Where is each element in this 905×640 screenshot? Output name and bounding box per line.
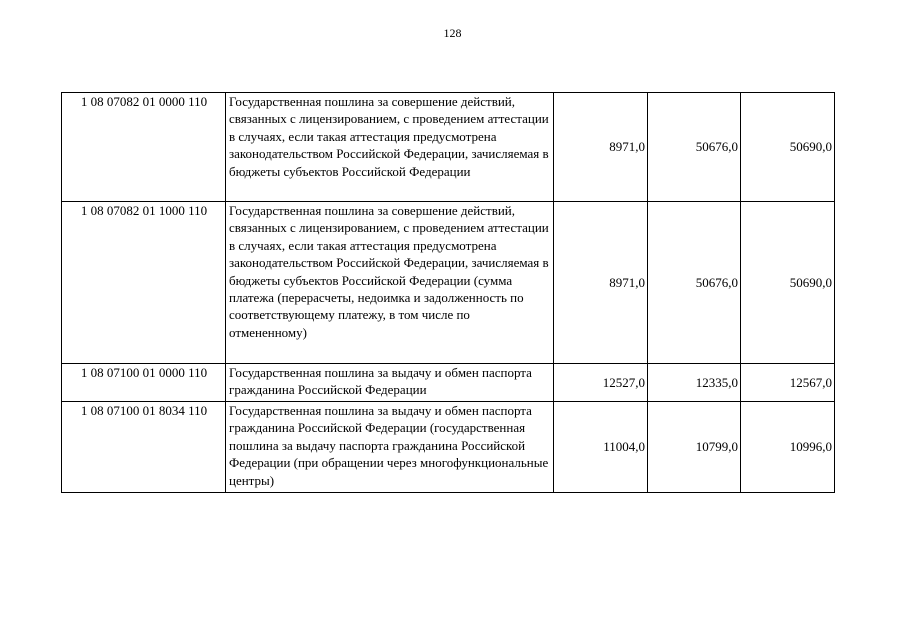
value-cell: 12335,0 bbox=[647, 363, 741, 402]
value-cell: 11004,0 bbox=[553, 401, 648, 493]
value-cell: 50690,0 bbox=[740, 92, 835, 202]
table-row: 1 08 07100 01 0000 110 Государственная п… bbox=[61, 363, 835, 402]
value-cell: 10996,0 bbox=[740, 401, 835, 493]
value-cell: 12567,0 bbox=[740, 363, 835, 402]
code-cell: 1 08 07082 01 1000 110 bbox=[61, 201, 226, 364]
description-cell: Государственная пошлина за совершение де… bbox=[225, 201, 554, 364]
description-cell: Государственная пошлина за выдачу и обме… bbox=[225, 401, 554, 493]
table-row: 1 08 07082 01 1000 110 Государственная п… bbox=[61, 201, 835, 364]
value-cell: 10799,0 bbox=[647, 401, 741, 493]
budget-table: 1 08 07082 01 0000 110 Государственная п… bbox=[61, 92, 835, 493]
value-cell: 50690,0 bbox=[740, 201, 835, 364]
table-row: 1 08 07100 01 8034 110 Государственная п… bbox=[61, 401, 835, 493]
value-cell: 8971,0 bbox=[553, 201, 648, 364]
code-cell: 1 08 07100 01 0000 110 bbox=[61, 363, 226, 402]
description-cell: Государственная пошлина за совершение де… bbox=[225, 92, 554, 202]
value-cell: 8971,0 bbox=[553, 92, 648, 202]
table-row: 1 08 07082 01 0000 110 Государственная п… bbox=[61, 92, 835, 202]
code-cell: 1 08 07082 01 0000 110 bbox=[61, 92, 226, 202]
page-number: 128 bbox=[443, 26, 462, 40]
description-cell: Государственная пошлина за выдачу и обме… bbox=[225, 363, 554, 402]
value-cell: 50676,0 bbox=[647, 201, 741, 364]
code-cell: 1 08 07100 01 8034 110 bbox=[61, 401, 226, 493]
value-cell: 50676,0 bbox=[647, 92, 741, 202]
value-cell: 12527,0 bbox=[553, 363, 648, 402]
